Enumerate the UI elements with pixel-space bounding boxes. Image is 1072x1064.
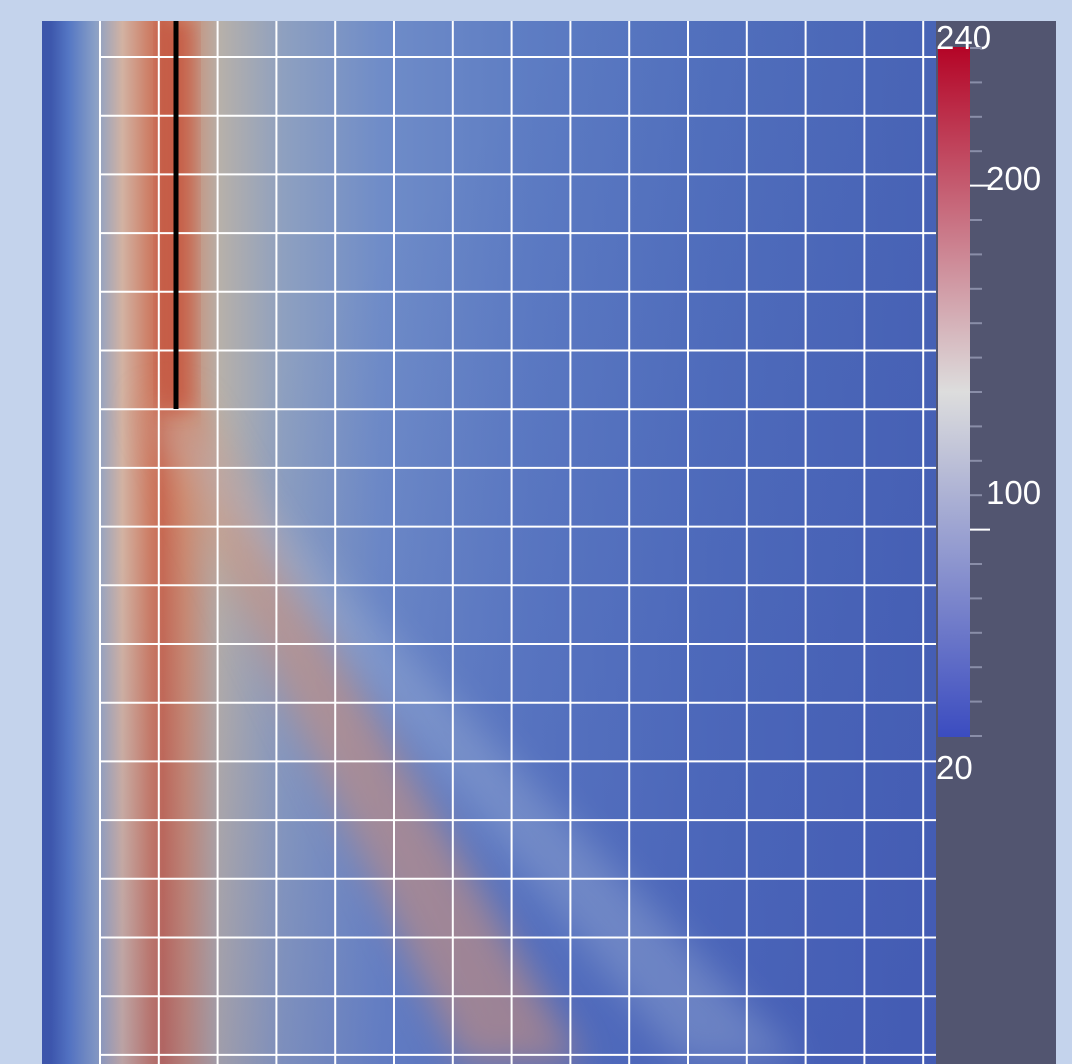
legend-ticks (970, 47, 990, 737)
legend-label-100: 100 (986, 474, 1042, 511)
warm-diagonal-band (152, 421, 802, 1064)
grid-overlay (99, 21, 936, 1064)
temperature-field-plot[interactable] (42, 21, 936, 1064)
hot-diagonal-band (142, 401, 582, 1064)
render-viewport[interactable]: 240 200 100 20 (42, 21, 1056, 1064)
legend-min-label: 20 (936, 749, 973, 786)
color-legend-bar (938, 47, 970, 737)
legend-label-200: 200 (986, 160, 1042, 197)
